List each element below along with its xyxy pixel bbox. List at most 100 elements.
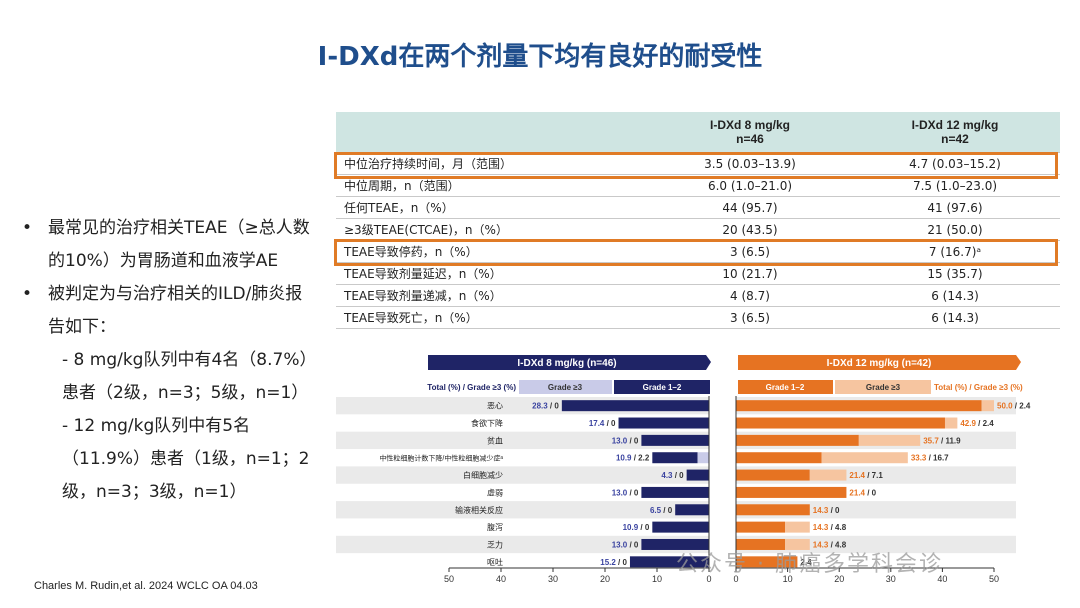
bar-grade12-12mg [736,556,798,568]
sub-bullet-item: - 12 mg/kg队列中有5名 （11.9%）患者（1级，n=1；2 级，n=… [22,410,327,509]
data-label-total-8mg: 13.0 / 0 [612,436,639,445]
bar-grade3-8mg [697,452,709,464]
sub-bullet-text: 患者（2级，n=3；5级，n=1） [62,383,309,403]
panel-title-12mg: I-DXd 12 mg/kg (n=42) [827,358,932,369]
data-label-total-12mg: 35.7 / 11.9 [923,436,961,445]
legend-swatch-grade12-8mg [614,380,710,394]
cell-12mg: 7.5 (1.0–23.0) [850,174,1060,197]
header-n-label: n=42 [941,132,969,146]
data-label-total-8mg: 17.4 / 0 [589,419,616,428]
category-label: 输液相关反应 [455,505,503,515]
legend-grade12-8mg: Grade 1–2 [643,383,682,392]
category-label: 中性粒细胞计数下降/中性粒细胞减少症ᵃ [379,454,503,463]
bar-grade12-8mg [652,521,709,533]
bar-grade12-8mg [641,486,709,498]
bar-grade12-12mg [736,469,810,481]
highlight-box-duration [334,152,1058,179]
cell-8mg: 3 (6.5) [650,306,850,329]
bar-grade12-8mg [629,556,709,568]
table-row: TEAE导致停药，n（%） 3 (6.5) 7 (16.7)ᵃ [336,240,1060,263]
bar-grade3-12mg [981,400,994,412]
row-label: TEAE导致剂量递减，n（%） [336,284,650,307]
bullet-item: 最常见的治疗相关TEAE（≥总人数 的10%）为胃肠道和血液学AE [22,212,327,278]
cell-12mg: 6 (14.3) [850,284,1060,307]
bar-grade12-8mg [652,452,698,464]
x-tick-label-12mg: 40 [937,574,947,584]
category-label: 白细胞减少 [463,470,503,480]
row-stripe-left [336,431,709,450]
bullet-text: 告如下： [48,317,116,337]
table-row: 任何TEAE，n（%） 44 (95.7) 41 (97.6) [336,196,1060,219]
category-label: 食欲下降 [471,418,503,428]
legend-swatch-grade3-8mg [519,380,612,394]
x-tick-label-12mg: 10 [783,574,793,584]
legend-grade12-12mg: Grade 1–2 [766,383,805,392]
data-label-total-12mg: 21.4 / 0 [849,488,876,497]
bar-grade12-12mg [736,486,847,498]
data-label-total-12mg: 42.9 / 2.4 [960,419,994,428]
legend-total-label-12mg: Total (%) / Grade ≥3 (%) [934,383,1023,392]
table-row: TEAE导致死亡，n（%） 3 (6.5) 6 (14.3) [336,306,1060,329]
sub-bullet-item: - 8 mg/kg队列中有4名（8.7%） 患者（2级，n=3；5级，n=1） [22,344,327,410]
row-stripe-left [336,466,709,484]
table-row: 中位周期，n（范围） 6.0 (1.0–21.0) 7.5 (1.0–23.0) [336,174,1060,197]
table-row: TEAE导致剂量延迟，n（%） 10 (21.7) 15 (35.7) [336,262,1060,285]
category-label: 虚弱 [487,487,503,497]
bar-grade3-12mg [785,538,810,550]
x-tick-label-8mg: 30 [548,574,558,584]
bar-grade3-12mg [785,521,810,533]
row-label: TEAE导致剂量延迟，n（%） [336,262,650,285]
data-label-total-8mg: 6.5 / 0 [650,506,673,515]
x-tick-label-8mg: 40 [496,574,506,584]
reference-citation: Charles M. Rudin,et al. 2024 WCLC OA 04.… [34,580,258,592]
page-title: I-DXd在两个剂量下均有良好的耐受性 [317,42,763,72]
bar-grade12-8mg [618,417,709,429]
row-label: 中位治疗持续时间，月（范围） [336,152,650,175]
bullet-list: 最常见的治疗相关TEAE（≥总人数 的10%）为胃肠道和血液学AE 被判定为与治… [22,212,327,509]
cell-8mg: 3.5 (0.03–13.9) [650,152,850,175]
bar-grade12-12mg [736,538,786,550]
bar-grade12-8mg [641,538,709,550]
legend-swatch-grade12-12mg [738,380,833,394]
table-header-8mg: I-DXd 8 mg/kg n=46 [650,112,850,153]
bullet-text: 的10%）为胃肠道和血液学AE [48,251,279,271]
legend-grade3-12mg: Grade ≥3 [866,383,901,392]
legend-grade3-8mg: Grade ≥3 [548,383,583,392]
x-tick-label-8mg: 50 [444,574,454,584]
table-row: ≥3级TEAE(CTCAE)，n（%） 20 (43.5) 21 (50.0) [336,218,1060,241]
data-label-total-8mg: 13.0 / 0 [612,488,639,497]
sub-bullet-text: 级，n=3；3级，n=1） [62,482,247,502]
bar-grade12-12mg [736,452,822,464]
bar-grade12-8mg [686,469,709,481]
data-label-total-8mg: 10.9 / 0 [623,523,650,532]
x-tick-label-8mg: 10 [652,574,662,584]
x-tick-label-12mg: 20 [834,574,844,584]
category-label: 腹泻 [487,522,503,532]
x-tick-label-12mg: 50 [989,574,999,584]
category-label: 恶心 [487,402,503,411]
row-label: TEAE导致停药，n（%） [336,240,650,263]
bullet-item: 被判定为与治疗相关的ILD/肺炎报 告如下： [22,278,327,344]
x-tick-label-12mg: 30 [886,574,896,584]
cell-8mg: 4 (8.7) [650,284,850,307]
row-label: TEAE导致死亡，n（%） [336,306,650,329]
cell-12mg: 41 (97.6) [850,196,1060,219]
bar-grade12-12mg [736,400,982,412]
bar-grade12-8mg [675,504,709,516]
cell-8mg: 3 (6.5) [650,240,850,263]
x-tick-label-12mg: 0 [733,574,738,584]
bar-grade3-12mg [944,417,958,429]
data-label-total-8mg: 13.0 / 0 [612,540,639,549]
panel-title-8mg: I-DXd 8 mg/kg (n=46) [517,358,616,369]
sub-bullet-text: - 8 mg/kg队列中有4名（8.7%） [62,350,317,370]
category-label: 贫血 [487,435,503,445]
bullet-text: 被判定为与治疗相关的ILD/肺炎报 [48,284,303,304]
data-label-total-12mg: 33.3 / 16.7 [911,454,949,463]
cell-12mg: 15 (35.7) [850,262,1060,285]
data-label-total-8mg: 28.3 / 0 [532,402,559,411]
sub-bullet-text: - 12 mg/kg队列中有5名 [62,416,251,436]
x-tick-label-8mg: 0 [706,574,711,584]
legend-total-label-8mg: Total (%) / Grade ≥3 (%) [427,383,516,392]
sub-bullet-text: （11.9%）患者（1级，n=1；2 [62,449,310,469]
